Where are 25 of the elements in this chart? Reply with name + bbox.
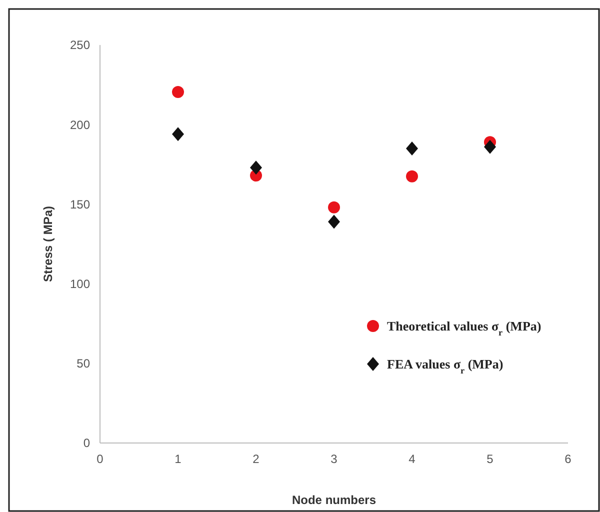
point [172,86,184,98]
point [484,140,496,154]
y-axis-title: Stress ( MPa) [41,206,55,282]
x-tick-label: 4 [408,452,416,466]
y-tick-label: 0 [83,436,90,450]
point [328,201,340,214]
point [328,214,340,229]
point [172,127,184,142]
y-tick-label: 100 [70,277,90,291]
x-tick-label: 2 [252,452,260,466]
y-tick-label: 50 [76,356,90,371]
x-axis-title: Node numbers [292,493,376,507]
y-tick-label: 150 [70,197,90,212]
legend-label: Theoretical values σ$_{r}$ (MPa) [387,318,542,338]
point [406,170,418,182]
point [406,141,418,156]
point [250,160,262,175]
x-tick-label: 6 [564,452,572,466]
y-tick-label: 200 [70,118,90,132]
x-tick-label: 1 [174,452,182,466]
y-tick-label: 250 [70,38,90,52]
x-tick-label: 5 [486,452,494,466]
legend-label: FEA values σ$_{r}$ (MPa) [387,356,504,376]
x-tick-label: 3 [330,452,338,466]
x-tick-label: 0 [96,452,104,466]
